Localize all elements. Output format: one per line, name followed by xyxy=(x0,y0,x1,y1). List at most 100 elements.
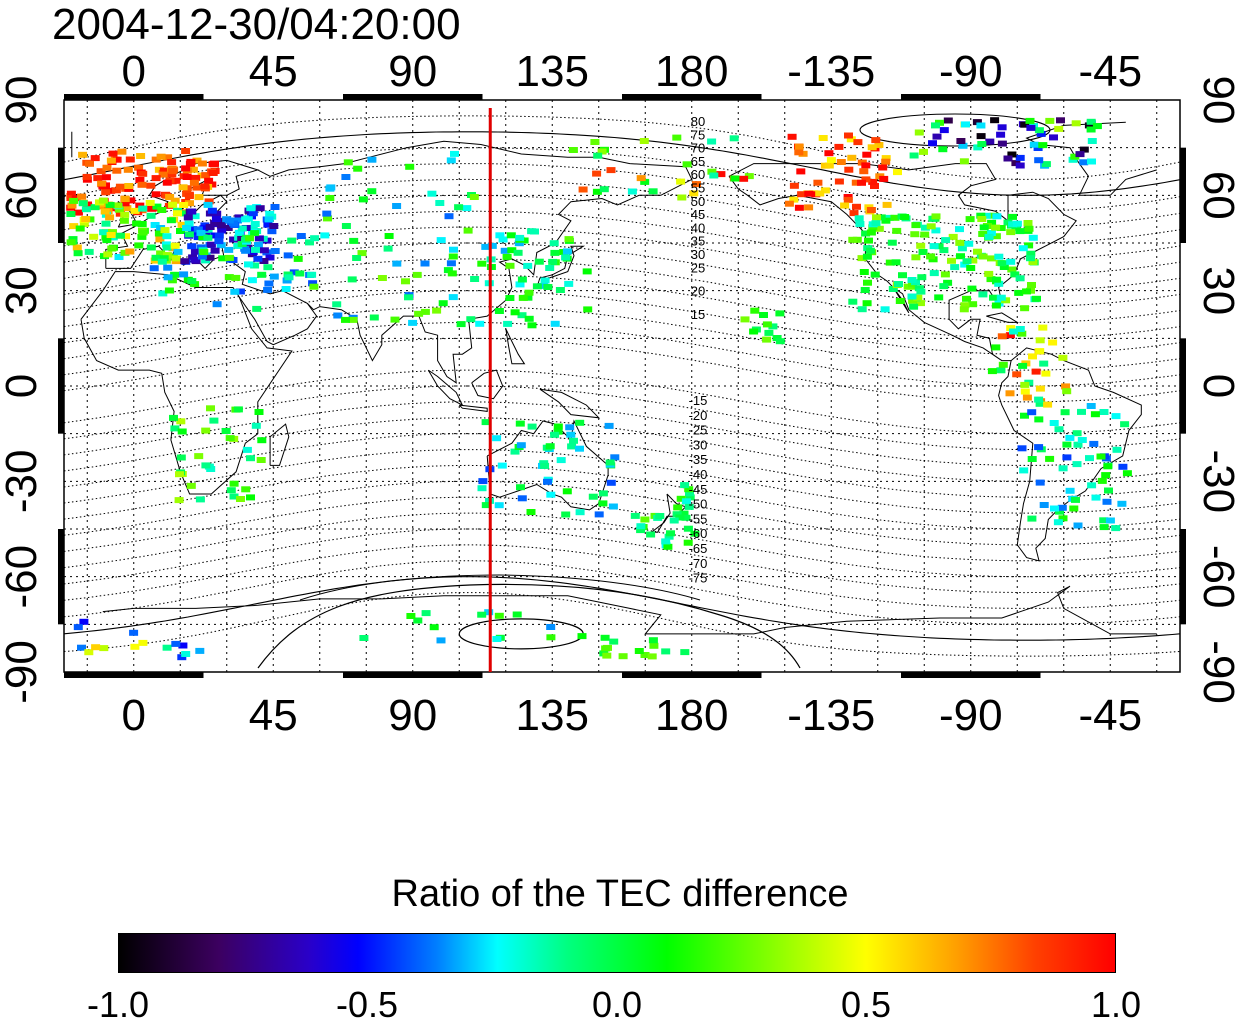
tec-cell xyxy=(1071,120,1081,127)
tec-cell xyxy=(151,156,161,163)
tec-cell xyxy=(1049,420,1059,426)
tec-cell xyxy=(854,215,864,222)
tec-cell xyxy=(1031,368,1041,375)
tec-cell xyxy=(1111,413,1121,420)
tec-cell xyxy=(730,175,740,182)
tec-cell xyxy=(106,157,116,164)
tec-cell xyxy=(1062,441,1072,448)
tec-cell xyxy=(111,187,121,194)
tec-cell xyxy=(661,538,671,545)
tec-cell xyxy=(716,171,726,178)
edge-bar-left xyxy=(58,147,64,243)
tec-cell xyxy=(992,213,1002,220)
tec-cell xyxy=(102,164,112,171)
tec-cell xyxy=(564,236,574,243)
tec-cell xyxy=(599,186,609,193)
coastline xyxy=(71,121,1157,196)
tec-cell xyxy=(156,153,166,160)
tec-cell xyxy=(162,233,172,240)
tec-cell xyxy=(871,220,881,227)
tec-cell xyxy=(762,336,772,343)
tec-cell xyxy=(203,201,213,208)
tec-cell xyxy=(1038,142,1048,149)
tec-cell xyxy=(881,155,891,162)
tec-cell xyxy=(150,222,160,228)
tec-cell xyxy=(543,284,553,290)
tec-cell xyxy=(173,210,182,217)
colorbar-label-2: 0.0 xyxy=(591,984,643,1025)
tec-cell xyxy=(194,194,204,201)
tec-cell xyxy=(789,182,799,189)
contour-label-north: 70 xyxy=(691,141,705,156)
tec-cell xyxy=(401,278,410,285)
tec-cell xyxy=(105,214,115,221)
tec-cell xyxy=(101,220,111,227)
tec-cell xyxy=(1104,487,1113,494)
tec-cell xyxy=(146,212,156,219)
tec-cell xyxy=(1117,500,1127,507)
tec-cell xyxy=(78,200,88,207)
map-graticule xyxy=(64,100,1180,672)
contour-label-north: 15 xyxy=(691,307,705,322)
tec-cell xyxy=(125,156,135,163)
lon-tick-bottom: 90 xyxy=(388,691,437,740)
tec-cell xyxy=(663,543,673,550)
tec-cell xyxy=(492,636,502,642)
tec-cell xyxy=(1049,134,1058,141)
tec-cell xyxy=(241,216,251,223)
tec-cell xyxy=(78,151,88,158)
contour-label-north: 25 xyxy=(691,260,705,275)
tec-cell xyxy=(1061,383,1071,390)
tec-cell xyxy=(257,437,267,444)
tec-cell xyxy=(169,414,178,421)
tec-cell xyxy=(206,241,216,248)
contour-line xyxy=(63,480,1181,546)
tec-cell xyxy=(518,294,528,301)
tec-cell xyxy=(181,148,191,154)
tec-cell xyxy=(164,287,174,294)
tec-cell xyxy=(683,539,693,546)
tec-cell xyxy=(75,225,85,232)
tec-cell xyxy=(72,244,82,251)
tec-cell xyxy=(159,167,169,174)
tec-cell xyxy=(804,190,814,197)
tec-cell xyxy=(1120,421,1130,428)
edge-bar-right xyxy=(1180,147,1186,243)
tec-cell xyxy=(130,207,140,214)
tec-cell xyxy=(920,231,930,238)
tec-cell xyxy=(1027,282,1036,288)
tec-cell xyxy=(844,132,853,139)
tec-cell xyxy=(358,196,368,203)
tec-cell xyxy=(593,152,603,159)
tec-cell xyxy=(66,211,76,217)
tec-cell xyxy=(878,164,888,171)
tec-cell xyxy=(250,262,260,269)
tec-cell xyxy=(405,163,415,170)
tec-cell xyxy=(1024,225,1034,232)
tec-cell xyxy=(484,609,494,616)
tec-cell xyxy=(870,271,880,278)
tec-cell xyxy=(1087,482,1097,489)
tec-cell xyxy=(981,212,991,219)
contour-label-north: 60 xyxy=(691,167,705,182)
tec-cell xyxy=(168,168,178,175)
tec-cell xyxy=(192,184,202,191)
tec-cell xyxy=(494,308,504,314)
tec-cell xyxy=(1105,517,1115,524)
tec-cell xyxy=(305,239,314,246)
lat-tick-right: 0 xyxy=(1194,374,1240,398)
tec-cell xyxy=(341,316,350,323)
tec-cell xyxy=(240,245,250,252)
contour-label-south: -55 xyxy=(689,511,708,526)
tec-cell xyxy=(435,200,445,206)
tec-cell xyxy=(1039,360,1049,367)
tec-cell xyxy=(184,220,194,227)
tec-cell xyxy=(1035,385,1045,392)
tec-cell xyxy=(66,239,76,246)
tec-cell xyxy=(545,265,555,271)
tec-cell xyxy=(199,225,209,232)
tec-cell xyxy=(1020,412,1029,419)
tec-cell xyxy=(994,253,1004,260)
tec-cell xyxy=(196,229,206,236)
tec-cell xyxy=(93,175,103,182)
